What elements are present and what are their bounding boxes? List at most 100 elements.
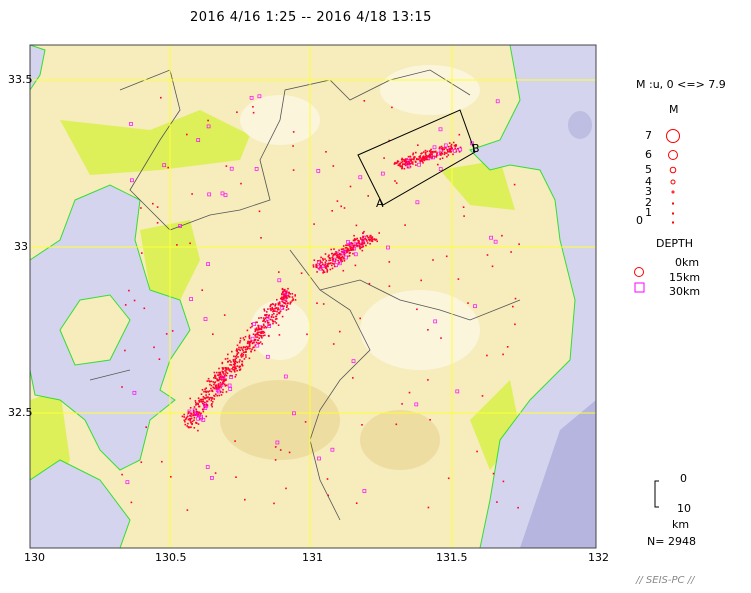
quake-marker <box>228 387 233 391</box>
quake-marker <box>422 155 425 157</box>
quake-marker <box>452 153 454 156</box>
quake-marker <box>281 305 284 308</box>
quake-marker <box>436 154 438 156</box>
quake-marker <box>202 402 204 405</box>
quake-marker <box>256 329 259 331</box>
quake-marker <box>278 312 281 315</box>
x-tick: 131.5 <box>436 551 468 564</box>
quake-marker <box>419 155 422 157</box>
quake-marker <box>320 267 322 269</box>
quake-marker <box>207 119 209 122</box>
quake-marker <box>231 368 233 370</box>
quake-marker <box>224 385 227 387</box>
quake-marker <box>512 305 514 308</box>
quake-marker <box>371 237 373 239</box>
quake-marker <box>220 394 223 396</box>
quake-marker <box>375 238 378 241</box>
quake-marker <box>439 153 441 155</box>
quake-marker <box>334 263 338 268</box>
quake-marker <box>258 328 261 331</box>
quake-marker <box>124 349 126 352</box>
cross-section-box[interactable] <box>357 109 476 206</box>
quake-marker <box>246 348 249 350</box>
quake-marker <box>412 153 414 156</box>
quake-marker <box>429 151 432 154</box>
quake-marker <box>193 409 195 412</box>
quake-marker <box>270 309 272 312</box>
quake-marker <box>253 349 256 352</box>
quake-marker <box>443 153 446 156</box>
quake-marker <box>343 251 346 254</box>
quake-marker <box>340 248 343 251</box>
quake-marker <box>201 408 204 411</box>
quake-marker <box>219 377 221 379</box>
quake-marker <box>218 372 220 374</box>
quake-marker <box>195 422 198 424</box>
quake-marker <box>207 192 212 197</box>
quake-marker <box>427 329 429 331</box>
quake-marker <box>397 164 400 167</box>
quake-marker <box>430 153 433 155</box>
quake-marker <box>211 389 213 392</box>
quake-marker <box>324 258 326 260</box>
quake-marker <box>248 337 251 340</box>
quake-marker <box>283 305 285 307</box>
quake-marker <box>316 169 321 173</box>
quake-marker <box>220 374 222 376</box>
quake-marker <box>337 261 342 266</box>
quake-marker <box>242 355 244 357</box>
quake-marker <box>427 506 430 509</box>
quake-marker <box>398 163 400 165</box>
quake-marker <box>205 465 210 469</box>
quake-marker <box>219 371 222 374</box>
quake-marker <box>355 502 358 504</box>
x-tick: 132 <box>588 551 609 564</box>
quake-marker <box>222 380 225 383</box>
quake-marker <box>322 263 324 266</box>
quake-marker <box>458 151 461 153</box>
quake-marker <box>243 351 245 354</box>
quake-marker <box>285 309 288 311</box>
quake-marker <box>278 334 281 336</box>
quake-marker <box>244 348 247 350</box>
quake-marker <box>236 361 238 364</box>
quake-marker <box>304 421 307 423</box>
quake-marker <box>234 370 236 373</box>
quake-marker <box>247 347 249 349</box>
quake-marker <box>213 387 216 390</box>
quake-marker <box>351 359 356 364</box>
quake-marker <box>232 368 234 371</box>
quake-marker <box>176 244 178 246</box>
quake-marker <box>221 370 224 373</box>
quake-marker <box>197 397 200 399</box>
quake-marker <box>257 325 260 328</box>
quake-marker <box>268 324 270 326</box>
quake-marker <box>187 409 192 414</box>
quake-marker <box>274 320 276 323</box>
quake-marker <box>445 255 448 258</box>
quake-marker <box>190 417 193 420</box>
quake-marker <box>236 111 238 113</box>
quake-marker <box>255 328 257 331</box>
quake-marker <box>417 144 419 146</box>
quake-marker <box>277 308 279 311</box>
quake-marker <box>265 326 267 329</box>
quake-marker <box>329 268 332 271</box>
quake-marker <box>450 151 452 153</box>
quake-marker <box>254 333 257 336</box>
quake-marker <box>368 282 371 285</box>
quake-marker <box>233 369 236 372</box>
quake-marker <box>448 142 451 144</box>
quake-marker <box>231 350 233 353</box>
quake-marker <box>399 164 401 167</box>
quake-marker <box>218 394 220 397</box>
quake-marker <box>394 180 396 182</box>
quake-marker <box>236 353 238 355</box>
quake-marker <box>267 317 269 319</box>
quake-marker <box>403 159 405 161</box>
quake-marker <box>441 157 444 159</box>
quake-marker <box>251 348 253 351</box>
quake-marker <box>153 346 155 349</box>
quake-marker <box>346 240 350 244</box>
quake-marker <box>351 247 353 249</box>
